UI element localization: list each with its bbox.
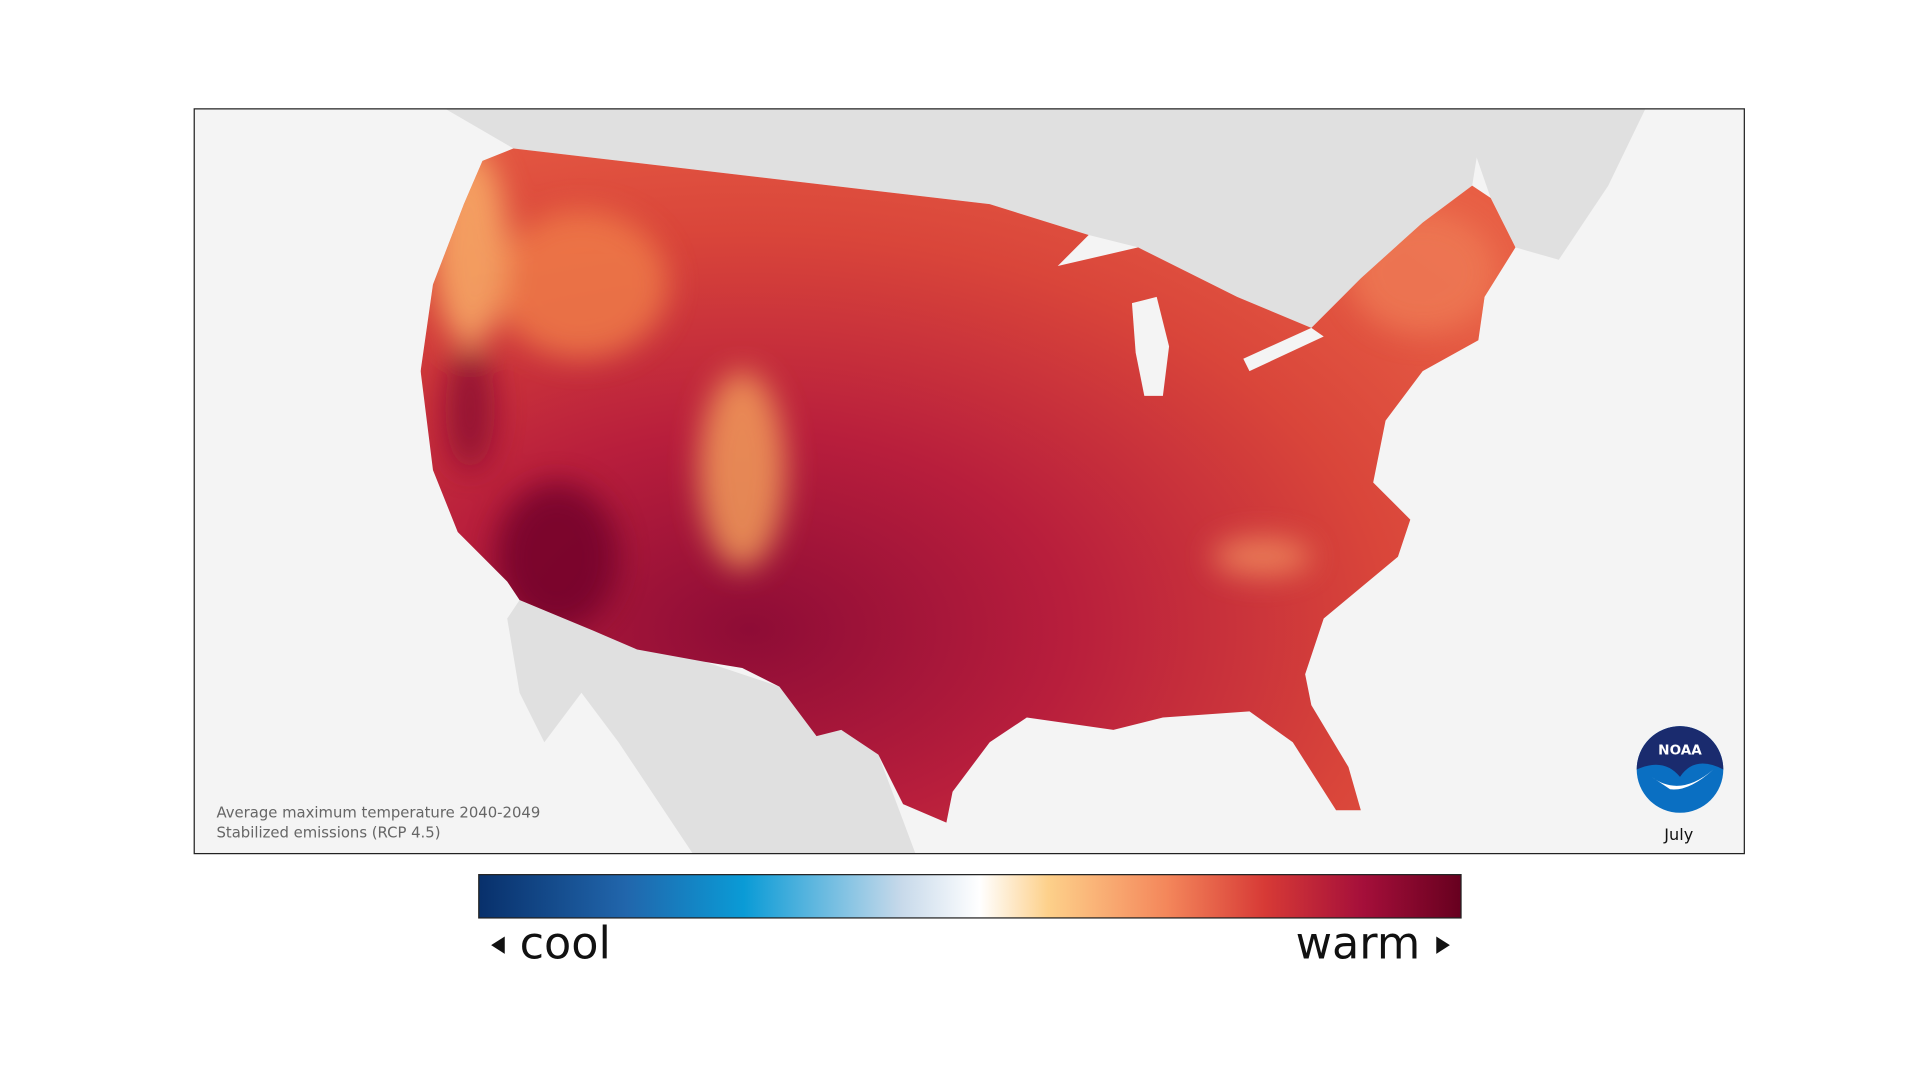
arrow-right [1436,936,1450,954]
map-border [193,108,1745,855]
lake-erie [1243,327,1324,372]
month-label: July [1663,825,1693,844]
legend-high: warm [1296,918,1421,970]
color-scale [478,874,1462,919]
caption-line: Stabilized emissions (RCP 4.5) [216,825,440,842]
canada [445,108,1485,328]
lake-michigan [1131,296,1170,396]
logo-text: NOAA [1658,743,1702,759]
caption-line: Average maximum temperature 2040-2049 [216,805,540,822]
legend-low: cool [520,918,611,970]
mexico [507,600,916,854]
map-frame [194,108,1745,854]
noaa-logo: NOAA [1636,726,1724,813]
arrow-left [491,936,505,954]
canada-east [1459,108,1646,260]
